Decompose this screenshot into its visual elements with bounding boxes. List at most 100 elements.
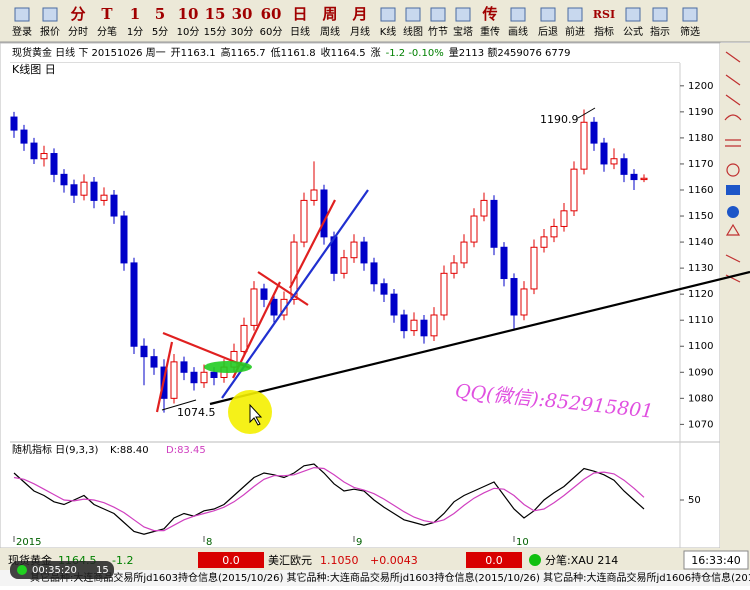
tool-icon: 日	[292, 5, 307, 23]
info-item: 收1164.5	[321, 46, 366, 59]
info-item: 高1165.7	[221, 46, 266, 59]
y-tick-label: 1090	[688, 367, 713, 378]
x-tick-label: 8	[206, 537, 212, 548]
candle-body	[90, 181, 98, 201]
candle-body	[60, 173, 68, 186]
candle-body	[300, 199, 308, 243]
info-item: -1.2 -0.10%	[386, 48, 444, 59]
tool-label[interactable]: 日线	[290, 25, 310, 38]
y-tick-label: 1160	[688, 185, 713, 196]
candle-body	[480, 199, 488, 217]
y-tick-label: 1110	[688, 315, 713, 326]
candle-body	[490, 199, 498, 248]
tool-label[interactable]: 筛选	[680, 25, 700, 38]
tool-label[interactable]: 指示	[650, 25, 670, 38]
tool-label[interactable]: 重传	[480, 25, 500, 38]
cursor	[249, 403, 263, 426]
tool-label[interactable]: 1分	[127, 26, 143, 38]
y-tick-label: 1080	[688, 393, 713, 404]
rec-count: 15	[96, 565, 109, 576]
tick: 分笔:XAU 214	[545, 553, 618, 567]
pair-name: 美汇欧元	[268, 554, 312, 567]
tool-label[interactable]: 画线	[508, 25, 528, 38]
tool-label[interactable]: 竹节	[428, 25, 448, 38]
pair-price: 1.1050	[320, 554, 359, 567]
candle-body	[340, 257, 348, 274]
tool-label[interactable]: 5分	[152, 26, 168, 38]
x-tick-label: 2015	[16, 537, 41, 548]
tool-icon: 月	[351, 5, 367, 23]
candle-body	[360, 241, 368, 264]
tool-icon	[14, 7, 30, 22]
tool-label[interactable]: 分时	[68, 26, 88, 38]
y-tick-label: 1150	[688, 211, 713, 222]
tool-label[interactable]: 报价	[40, 25, 60, 38]
tool-label[interactable]: 后退	[538, 26, 558, 38]
tool-icon: 30	[232, 5, 253, 23]
candle-body	[10, 116, 18, 131]
info-item: 量2113 额2459076 6779	[449, 46, 571, 59]
candle-body	[530, 246, 538, 290]
tool-icon	[540, 7, 556, 22]
y-tick-label: 1200	[688, 81, 713, 92]
tool-icon: 15	[205, 5, 226, 23]
info-item: 现货黄金 日线 下 20151026 周一	[12, 46, 166, 59]
box1	[198, 552, 264, 568]
tool-label[interactable]: 公式	[623, 25, 643, 38]
candle-body	[400, 314, 408, 332]
candle-body	[540, 236, 548, 248]
tool-icon	[625, 7, 641, 22]
status-dot	[529, 554, 541, 566]
tool-icon	[510, 7, 526, 22]
candle-body	[100, 194, 108, 201]
tool-label[interactable]: 分笔	[97, 25, 117, 38]
tool-icon: RSI	[593, 8, 615, 21]
pair-change: +0.0043	[370, 554, 418, 567]
candle-body	[380, 283, 388, 295]
candle-body	[20, 129, 28, 144]
candle-body	[420, 319, 428, 337]
tool-label[interactable]: 线图	[403, 25, 423, 38]
tool-icon	[682, 7, 698, 22]
clock: 16:33:40	[691, 554, 740, 567]
indicator-k: K:88.40	[110, 445, 149, 456]
y-tick-label: 1130	[688, 263, 713, 274]
tool-icon	[405, 7, 421, 22]
y-tick-label: 1100	[688, 341, 713, 352]
tool-label[interactable]: 30分	[231, 26, 254, 38]
tool-label[interactable]: 15分	[204, 26, 227, 38]
x-tick-label: 9	[356, 537, 362, 548]
tool-label[interactable]: 60分	[260, 26, 283, 38]
candle-body	[190, 371, 198, 384]
indicator-title: 随机指标 日(9,3,3)	[12, 443, 99, 456]
toolbar-bg	[0, 0, 750, 42]
rec-dot	[17, 565, 27, 575]
candle-body	[130, 262, 138, 347]
tool-label[interactable]: 周线	[320, 25, 340, 38]
candle-body	[510, 278, 518, 316]
tool-label[interactable]: 宝塔	[453, 25, 473, 38]
tool-label[interactable]: K线	[380, 25, 397, 38]
tool-label[interactable]: 10分	[177, 26, 200, 38]
candle-body	[430, 314, 438, 337]
candle-body	[440, 272, 448, 316]
indicator-d: D:83.45	[166, 445, 206, 456]
tool-icon: 分	[70, 5, 85, 23]
tool-icon: 周	[322, 5, 337, 23]
tool-label[interactable]: 登录	[12, 25, 32, 38]
tool-icon	[430, 7, 446, 22]
tool-icon: 1	[130, 5, 140, 23]
candle-body	[50, 153, 58, 175]
candle-body	[310, 189, 318, 201]
candle-body	[150, 356, 158, 368]
tool-icon: T	[101, 5, 113, 23]
tool-label[interactable]: 前进	[565, 25, 585, 38]
tool-label[interactable]: 指标	[594, 25, 614, 38]
status-bar	[0, 548, 750, 570]
tool-icon	[567, 7, 583, 22]
box1-text: 0.0	[222, 554, 240, 567]
candle-body	[80, 181, 88, 196]
tool-label[interactable]: 月线	[350, 25, 370, 38]
candle-body	[30, 142, 38, 160]
y-tick-label: 50	[688, 495, 701, 506]
